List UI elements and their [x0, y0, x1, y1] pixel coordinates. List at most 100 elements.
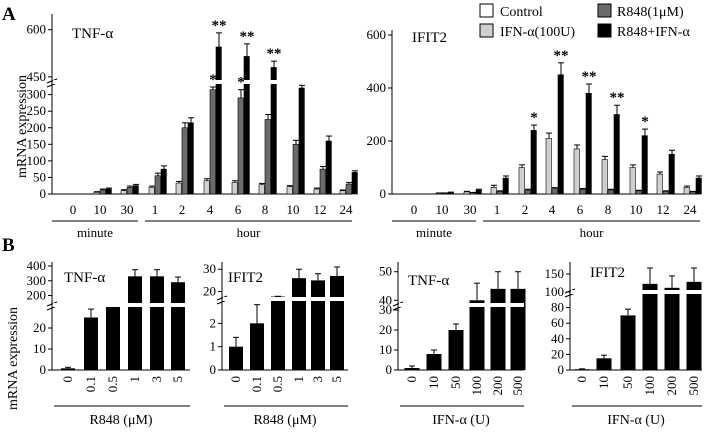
legend-swatch-control	[479, 3, 494, 18]
chart-a-ifit2-sig-2: **	[582, 69, 597, 85]
chart-a-tnf-bar-2-3	[132, 185, 139, 195]
chart-b-tnf-r848-title: TNF-α	[64, 270, 105, 286]
chart-a-ifit2-xtick-label-2: 30	[464, 202, 477, 217]
chart-a-ifit2-bar-4-2	[524, 189, 531, 195]
chart-a-tnf-bar-6-2	[237, 97, 244, 195]
chart-a-ifit2-bar-3-3	[502, 177, 509, 195]
chart-a-tnf-sig-1: **	[212, 18, 227, 34]
chart-a-ifit2-xtick-label-7: 8	[605, 202, 612, 217]
chart-a-tnf-xtick-label-8: 10	[287, 202, 300, 217]
chart-b-ifit2-ifn-bar-0	[574, 369, 590, 370]
chart-a-tnf-ytick-label-1: 50	[33, 169, 46, 184]
chart-b-ifit2-r848-ytick-label-3: 20	[203, 284, 216, 299]
chart-b-tnf-ifn-ytick-label-3: 30	[379, 302, 392, 317]
chart-a-tnf-xtick-label-7: 8	[262, 202, 269, 217]
chart-a-ifit2-bar-8-1	[629, 167, 636, 195]
chart-b-tnf-ifn-title: TNF-α	[408, 273, 449, 289]
chart-a-tnf-xtick-label-9: 12	[314, 202, 327, 217]
chart-a-ifit2-xtick-label-10: 24	[684, 202, 698, 217]
chart-a-ifit2-xtick-label-5: 4	[549, 202, 556, 217]
legend-label-r848: R848(1μM)	[617, 5, 684, 20]
chart-b-ifit2-ifn-bar-break-gap	[571, 290, 702, 294]
chart-a-ifit2-sig-3: **	[610, 90, 625, 106]
chart-b-ifit2-r848-xlabel: R848 (μM)	[253, 413, 316, 428]
chart-b-ifit2-ifn-xtick-label-3: 100	[642, 376, 657, 396]
chart-b-tnf-ifn-bar-0	[404, 368, 420, 370]
chart-a-ifit2-ytick-label-3: 600	[367, 27, 387, 42]
chart-a-tnf-sig-3: **	[240, 29, 255, 45]
chart-a-ifit2-title: IFIT2	[412, 30, 447, 46]
chart-a-tnf-bar-10-2	[345, 183, 352, 195]
chart-b-ifit2-ifn-bar-1	[596, 358, 612, 370]
chart-b-ifit2-ifn-xtick-label-4: 200	[664, 376, 679, 396]
chart-a-ifit2-xtick-label-1: 10	[436, 202, 449, 217]
chart-b-ifit2-r848-ytick-label-2: 2	[210, 315, 217, 330]
chart-a-tnf-bar-6-3	[243, 56, 250, 195]
chart-a-tnf-bar-3-2	[154, 175, 161, 195]
chart-a-tnf-bar-3-1	[148, 187, 155, 195]
chart-b-tnf-ifn-xtick-label-2: 50	[448, 376, 463, 389]
chart-a-tnf-bar-1-1	[93, 192, 100, 195]
chart-a-tnf-bar-10-3	[351, 172, 358, 195]
chart-b-tnf-ifn-xtick-label-4: 200	[490, 376, 505, 396]
chart-a-tnf-group-label-hour: hour	[237, 225, 262, 240]
chart-b-tnf-ifn-xtick-label-1: 10	[426, 376, 441, 389]
chart-a-ifit2-group-label-minute: minute	[416, 225, 452, 240]
chart-a-tnf-ytick-label-7: 450	[27, 69, 47, 84]
chart-a-tnf-ytick-label-5: 250	[27, 103, 47, 118]
chart-a-tnf-bar-7-2	[264, 119, 271, 195]
chart-b-ifit2-r848-bar-3	[292, 278, 306, 370]
chart-a-tnf-sig-0: *	[209, 72, 217, 88]
chart-b-ifit2-ifn-bar-2	[620, 315, 636, 370]
chart-a-tnf-bar-1-3	[105, 188, 112, 195]
chart-a-tnf-bar-6-1	[231, 182, 238, 195]
chart-a-ifit2-bar-5-2	[551, 188, 558, 195]
chart-a-tnf-bar-10-1	[339, 190, 346, 195]
chart-b-ifit2-r848-ytick-label-1: 1	[210, 339, 217, 354]
chart-a-ifit2-bar-4-1	[518, 167, 525, 195]
chart-b-tnf-ifn-bar-3	[469, 300, 485, 370]
chart-b-ifit2-r848-bar-5	[330, 275, 344, 370]
chart-a-tnf-xtick-label-4: 2	[179, 202, 186, 217]
chart-a-ifit2-sig-1: **	[554, 48, 569, 64]
legend-swatch-combo	[597, 23, 612, 38]
chart-b-tnf-r848-bar-break-gap	[53, 303, 190, 307]
chart-b-ifit2-r848-bar-break-gap	[223, 297, 348, 301]
chart-a-ifit2-bar-6-2	[579, 188, 586, 195]
chart-b-tnf-r848-xtick-label-0: 0	[60, 376, 75, 383]
chart-b-ifit2-ifn-xtick-label-2: 50	[620, 376, 635, 389]
chart-a-ifit2-bar-9-3	[668, 153, 675, 195]
chart-b-ifit2-r848-xtick-label-3: 1	[291, 376, 306, 383]
chart-b-ifit2-ifn-ytick-label-2: 40	[551, 331, 564, 346]
chart-a-ifit2-bar-5-1	[545, 138, 552, 195]
legend-label-control: Control	[500, 5, 543, 20]
chart-a-tnf-xtick-label-6: 6	[235, 202, 242, 217]
panel-label-b: B	[2, 235, 15, 256]
chart-b-ifit2-ifn-title: IFIT2	[590, 265, 625, 281]
chart-b-tnf-r848-bar-4	[150, 276, 164, 370]
chart-a-tnf-sig-4: **	[267, 46, 282, 62]
chart-b-tnf-ifn-xlabel: IFN-α (U)	[432, 413, 490, 428]
chart-b-tnf-ifn-xtick-label-5: 500	[510, 376, 525, 396]
chart-a-tnf-ytick-label-0: 0	[40, 186, 47, 201]
chart-a-tnf-bar-break-gap	[53, 80, 352, 84]
chart-b-tnf-ifn-bar-break-gap	[399, 303, 524, 307]
chart-b-ifit2-r848-ytick-label-4: 30	[203, 261, 216, 276]
chart-b-ifit2-r848-xtick-label-2: 0.5	[270, 376, 285, 392]
chart-a-tnf-bar-9-2	[319, 168, 326, 195]
chart-a-tnf-bar-9-1	[313, 188, 320, 195]
chart-b-ifit2-r848-xtick-label-0: 0	[228, 376, 243, 383]
chart-a-tnf-bar-8-1	[286, 186, 293, 195]
chart-b-tnf-ifn-bar-2	[448, 330, 464, 370]
chart-a-ifit2-bar-2-1	[463, 191, 470, 195]
chart-b-ifit2-ifn-xtick-label-1: 10	[596, 376, 611, 389]
chart-a-ifit2-xtick-label-0: 0	[411, 202, 418, 217]
chart-a-tnf-bar-4-3	[187, 122, 194, 195]
chart-b-ifit2-r848-bar-1	[250, 323, 264, 370]
chart-a-tnf-bar-4-1	[175, 182, 182, 195]
chart-b-ifit2-ifn-bar-3	[642, 283, 658, 370]
chart-b-ifit2-r848-ytick-label-0: 0	[210, 362, 217, 377]
chart-b-tnf-ifn-ytick-label-0: 0	[386, 362, 393, 377]
chart-a-tnf-sig-2: *	[237, 75, 245, 91]
chart-a-ifit2-bar-4-3	[530, 130, 537, 195]
